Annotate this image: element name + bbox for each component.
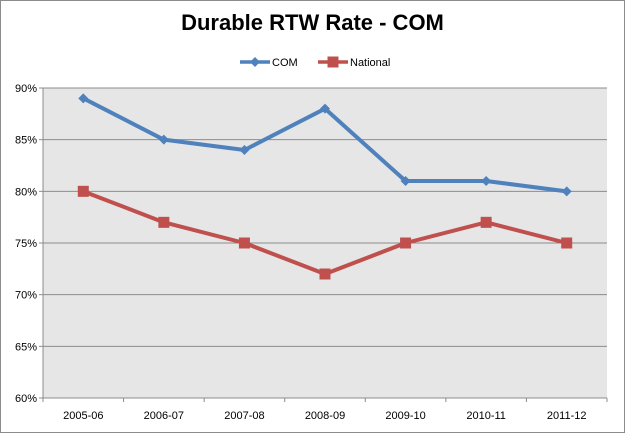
data-point-national [319,268,331,280]
x-tick-label: 2010-11 [466,410,506,422]
legend-marker-national [327,56,339,68]
legend-label-com: COM [272,57,298,69]
x-tick-label: 2005-06 [63,410,103,422]
data-point-national [238,237,250,249]
data-point-com [481,176,492,186]
y-tick-label: 70% [15,290,37,302]
y-tick-label: 80% [15,186,37,198]
data-point-national [158,216,170,228]
y-tick-label: 85% [15,135,37,147]
x-tick-label: 2011-12 [547,410,587,422]
data-point-com [320,103,330,114]
data-point-national [77,185,89,197]
data-point-com [561,186,572,197]
data-point-national [561,237,573,249]
data-point-national [480,216,492,228]
x-tick-label: 2007-08 [224,410,264,422]
legend-marker-com [250,57,260,67]
legend-label-national: National [350,57,390,69]
data-point-com [239,145,250,155]
x-tick-label: 2006-07 [144,410,184,422]
y-tick-label: 60% [15,393,37,405]
data-point-com [400,176,411,186]
y-tick-label: 90% [15,83,37,95]
x-tick-label: 2009-10 [385,410,425,422]
data-point-com [78,93,89,104]
data-point-national [400,237,412,249]
x-tick-label: 2008-09 [305,410,345,422]
chart-title: Durable RTW Rate - COM [181,10,444,35]
y-tick-label: 65% [15,341,37,353]
y-tick-label: 75% [15,238,37,250]
data-point-com [158,134,169,145]
